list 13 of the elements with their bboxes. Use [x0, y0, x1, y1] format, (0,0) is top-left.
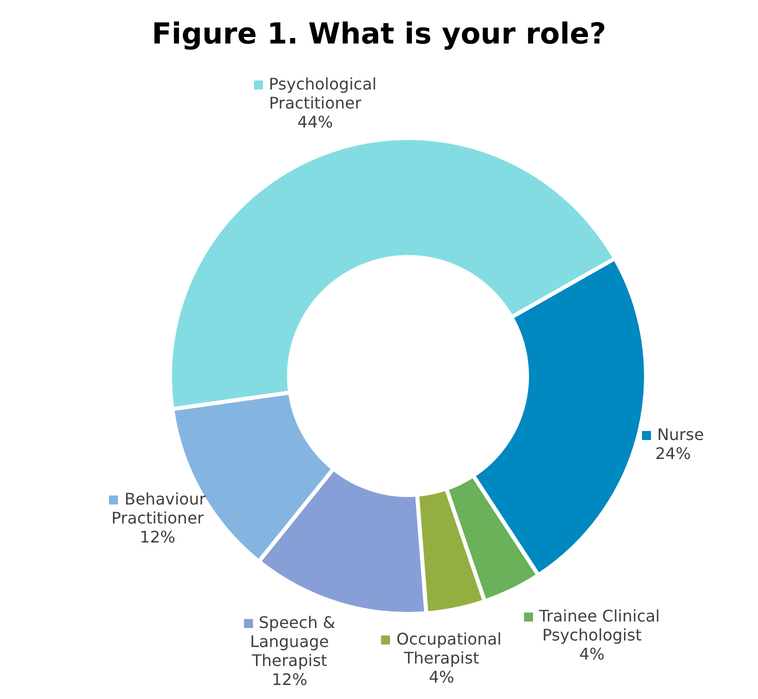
legend-label: Occupational Therapist [395, 630, 502, 668]
data-label: 4% [578, 644, 606, 664]
legend-label: Behaviour Practitioner [110, 490, 206, 528]
legend-label: Trainee Clinical Psychologist [538, 606, 660, 644]
legend-label: Nurse [656, 424, 704, 444]
data-label: 12% [138, 528, 176, 547]
chart-title: Figure 1. What is your role? [152, 16, 606, 50]
legend-label: Speech & Language Therapist [249, 613, 336, 670]
data-label: 12% [270, 670, 308, 690]
data-label: 24% [654, 444, 692, 463]
data-label: 44% [296, 112, 334, 132]
data-label: 4% [428, 668, 456, 687]
legend-label: Psychological Practitioner [268, 74, 377, 113]
